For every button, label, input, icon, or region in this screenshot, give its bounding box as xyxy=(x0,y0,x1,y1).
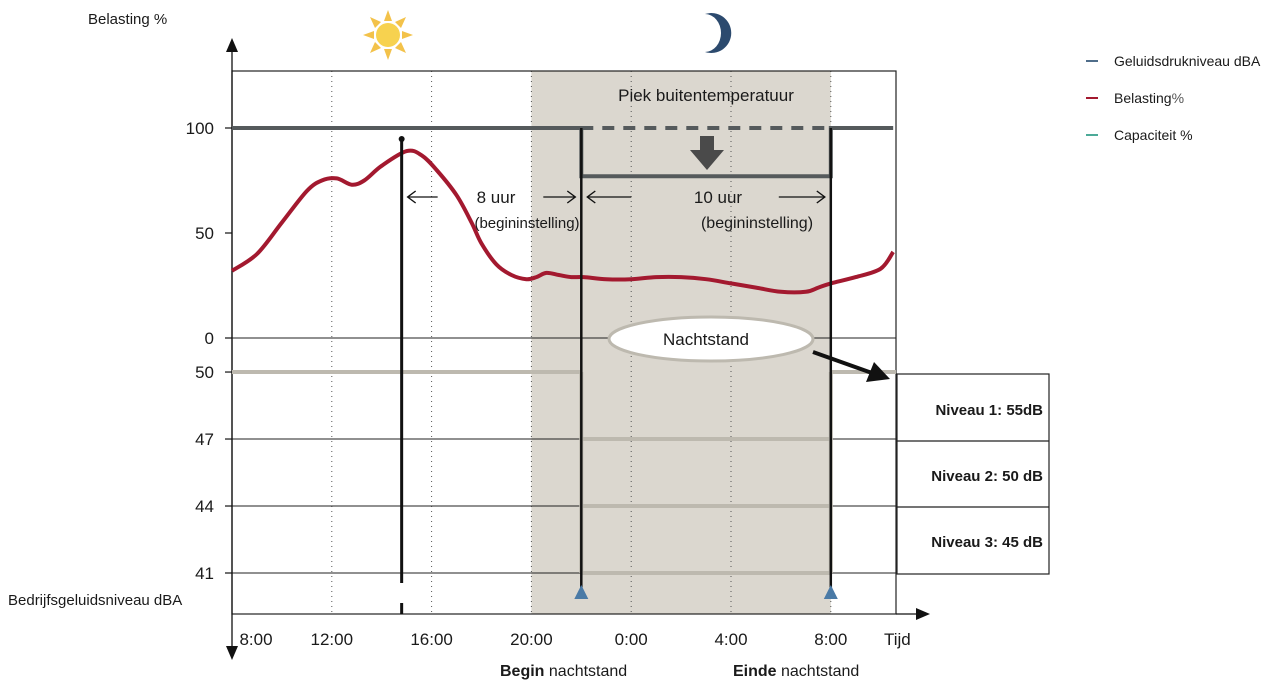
before-arrowhead-left xyxy=(406,190,417,204)
x-tick-label: 8:00 xyxy=(239,630,272,649)
y-axis-arrow-up xyxy=(226,38,238,52)
x-axis-title: Tijd xyxy=(884,630,911,649)
after-arrowhead-right xyxy=(816,190,826,204)
upper-axis-title: Belasting % xyxy=(88,11,167,28)
legend: Geluidsdrukniveau dBA Belasting % Capaci… xyxy=(1086,52,1260,163)
after-arrowhead-left xyxy=(586,190,596,204)
table-pointer-arrowhead xyxy=(866,362,890,382)
upper-tick-label: 50 xyxy=(195,224,214,243)
y-axis-arrow-down xyxy=(226,646,238,660)
before-arrowhead-right xyxy=(566,190,577,204)
legend-swatch-capacity xyxy=(1086,134,1098,136)
night-mode-label: Nachtstand xyxy=(663,330,749,349)
legend-swatch-sound xyxy=(1086,60,1098,62)
lower-tick-label: 47 xyxy=(195,430,214,449)
end-bold: Einde xyxy=(733,663,777,680)
peak-dot xyxy=(398,136,405,142)
legend-label-load: Belasting xyxy=(1114,90,1172,106)
legend-label-load-unit: % xyxy=(1171,90,1185,106)
level-2-label: Niveau 2: 50 dB xyxy=(931,468,1043,485)
legend-item-sound: Geluidsdrukniveau dBA xyxy=(1086,52,1260,70)
begin-bold: Begin xyxy=(500,663,544,680)
marks: 100 50 0 50 47 44 41 8:00 12:00 16:00 20:00 0:00 4:0… xyxy=(186,38,930,660)
peak-temp-label: Piek buitentemperatuur xyxy=(618,86,794,105)
legend-item-capacity: Capaciteit % xyxy=(1086,126,1260,144)
capacity-line xyxy=(232,126,894,179)
upper-tick-label: 0 xyxy=(205,329,214,348)
x-tick-label: 4:00 xyxy=(714,630,747,649)
legend-label-capacity: Capaciteit % xyxy=(1114,127,1193,143)
lower-tick-label: 44 xyxy=(195,497,214,516)
lower-tick-label: 50 xyxy=(195,363,214,382)
level-1-label: Niveau 1: 55dB xyxy=(935,402,1043,419)
legend-swatch-load xyxy=(1086,97,1098,99)
reduction-arrow-shaft xyxy=(700,136,714,150)
upper-tick-label: 100 xyxy=(186,119,214,138)
night-mode-bubble xyxy=(607,315,815,363)
level-3-label: Niveau 3: 45 dB xyxy=(931,534,1043,551)
x-tick-label: 12:00 xyxy=(311,630,354,649)
before-note-label: (begininstelling) xyxy=(474,215,579,232)
load-line xyxy=(230,148,895,295)
begin-night-label: Begin nachtstand xyxy=(500,663,627,680)
end-rest: nachtstand xyxy=(777,663,860,680)
sun-icon xyxy=(363,10,413,60)
lower-axis-title: Bedrijfsgeluidsniveau dBA xyxy=(8,592,183,609)
x-tick-label: 20:00 xyxy=(510,630,553,649)
end-night-label: Einde nachtstand xyxy=(733,663,859,680)
moon-icon xyxy=(705,13,732,53)
x-axis-arrow xyxy=(916,608,930,620)
night-end-marker xyxy=(823,585,838,599)
table-pointer-arrow xyxy=(812,350,873,375)
after-hours-label: 10 uur xyxy=(694,188,743,207)
x-tick-label: 8:00 xyxy=(814,630,847,649)
reduction-arrow-head xyxy=(690,150,724,170)
legend-label-sound: Geluidsdrukniveau dBA xyxy=(1114,53,1261,69)
night-start-marker xyxy=(574,585,589,599)
x-tick-label: 16:00 xyxy=(410,630,453,649)
levels-table: Niveau 1: 55dB Niveau 2: 50 dB Niveau 3:… xyxy=(896,373,1050,575)
legend-item-load: Belasting % xyxy=(1086,89,1260,107)
before-hours-label: 8 uur xyxy=(477,188,516,207)
after-note-label: (begininstelling) xyxy=(701,215,813,232)
x-tick-label: 0:00 xyxy=(615,630,648,649)
begin-rest: nachtstand xyxy=(544,663,627,680)
lower-tick-label: 41 xyxy=(195,564,214,583)
